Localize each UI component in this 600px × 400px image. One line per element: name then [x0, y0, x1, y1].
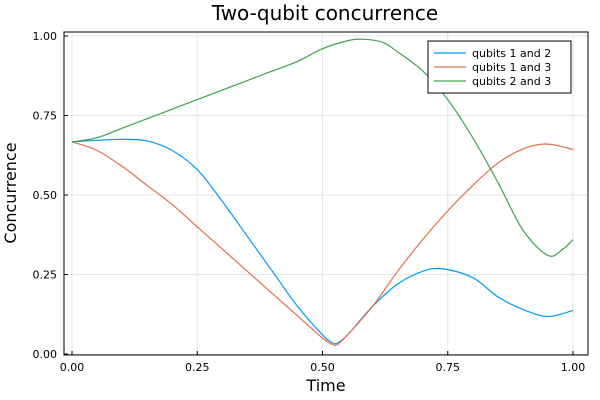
- x-tick-label: 0.50: [310, 361, 335, 374]
- legend-box: [427, 40, 572, 94]
- plot-frame: [63, 31, 589, 356]
- x-tick-label: 0.75: [436, 361, 461, 374]
- series-line-qubits-1-and-2: [71, 138, 574, 345]
- series-line-qubits-2-and-3: [71, 38, 574, 257]
- legend-label-qubits-2-and-3: qubits 2 and 3: [472, 75, 551, 88]
- legend-label-qubits-1-and-3: qubits 1 and 3: [472, 61, 551, 74]
- legend-label-qubits-1-and-2: qubits 1 and 2: [472, 47, 551, 60]
- chart-title: Two-qubit concurrence: [211, 1, 438, 25]
- axis-ticks: 0.00 0.25 0.50 0.75 1.00 0.00 0.25 0.50 0.75 1.00: [33, 30, 586, 374]
- series-line-qubits-1-and-3: [71, 141, 574, 347]
- y-tick-label: 0.75: [33, 110, 58, 123]
- grid: [64, 32, 588, 355]
- series-lines: [71, 38, 574, 347]
- y-tick-label: 0.25: [33, 269, 58, 282]
- x-tick-label: 0.00: [60, 361, 85, 374]
- y-axis-title: Concurrence: [1, 142, 20, 243]
- y-tick-label: 0.00: [33, 348, 58, 361]
- x-tick-label: 0.25: [185, 361, 210, 374]
- x-axis-title: Time: [305, 376, 345, 395]
- y-tick-label: 0.50: [33, 189, 58, 202]
- y-tick-label: 1.00: [33, 30, 58, 43]
- x-tick-label: 1.00: [561, 361, 586, 374]
